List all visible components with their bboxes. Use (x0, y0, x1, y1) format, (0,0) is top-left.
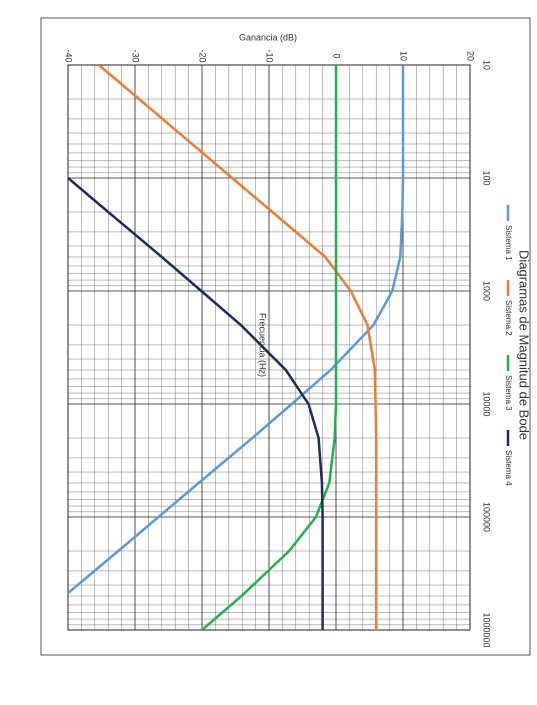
chart-title: Diagramas de Magnitud de Bode (517, 250, 532, 440)
series-line (68, 65, 405, 595)
x-tick-label: 10 (482, 60, 492, 70)
legend-label: Sistema 1 (504, 225, 513, 261)
x-tick-label: 1000 (482, 281, 492, 301)
plot-border (67, 64, 471, 631)
series-line (201, 65, 338, 630)
legend-label: Sistema 2 (504, 300, 513, 336)
y-axis-title: Ganancia (dB) (239, 32, 297, 42)
y-tick-label: -20 (198, 49, 208, 62)
y-tick-label: 20 (466, 51, 476, 61)
y-tick-label: -40 (64, 49, 74, 62)
y-tick-label: 10 (399, 51, 409, 61)
x-tick-label: 100 (482, 170, 492, 185)
y-tick-label: -30 (131, 49, 141, 62)
series-line (68, 176, 324, 630)
y-tick-label: 0 (332, 53, 342, 58)
x-tick-label: 100000 (482, 502, 492, 532)
x-tick-label: 1000000 (482, 612, 492, 647)
legend-label: Sistema 3 (504, 375, 513, 411)
legend-label: Sistema 4 (504, 450, 513, 486)
y-tick-label: -10 (265, 49, 275, 62)
series-line (98, 65, 378, 630)
x-tick-label: 10000 (482, 391, 492, 416)
